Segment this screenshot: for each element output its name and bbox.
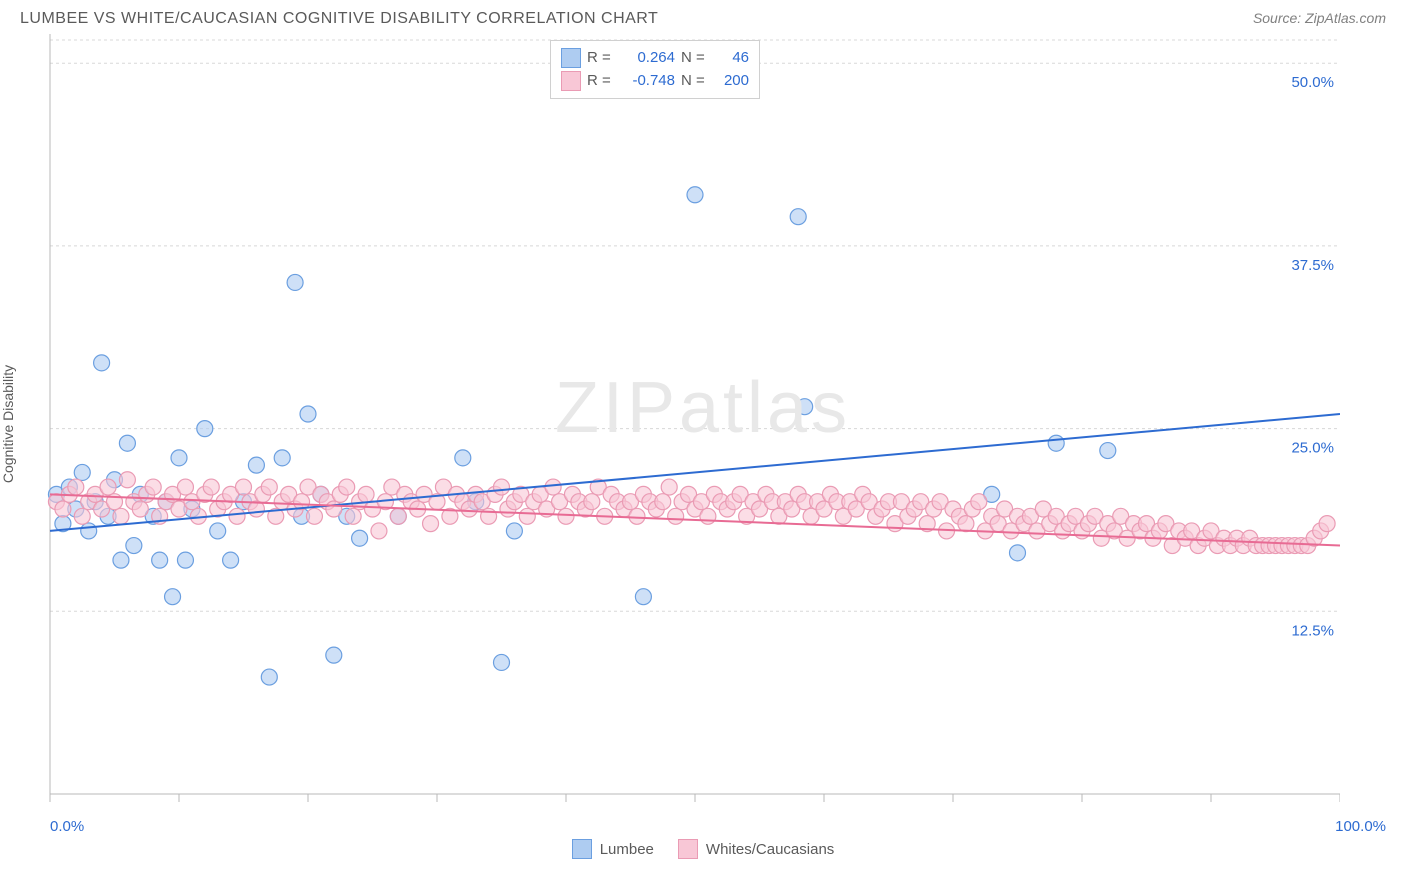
svg-text:50.0%: 50.0% — [1291, 74, 1334, 91]
legend-item-whites: Whites/Caucasians — [678, 839, 834, 859]
svg-text:25.0%: 25.0% — [1291, 440, 1334, 457]
stats-legend-box: R = 0.264 N = 46 R = -0.748 N = 200 — [550, 40, 760, 99]
r-value-whites: -0.748 — [619, 70, 675, 93]
stats-row-lumbee: R = 0.264 N = 46 — [561, 47, 749, 70]
r-label: R = — [587, 47, 613, 70]
chart-title: LUMBEE VS WHITE/CAUCASIAN COGNITIVE DISA… — [20, 10, 658, 28]
source-name: ZipAtlas.com — [1305, 10, 1386, 26]
bottom-legend: Lumbee Whites/Caucasians — [0, 839, 1406, 859]
swatch-whites — [678, 839, 698, 859]
legend-item-lumbee: Lumbee — [572, 839, 654, 859]
stats-row-whites: R = -0.748 N = 200 — [561, 70, 749, 93]
source-label: Source: ZipAtlas.com — [1253, 10, 1386, 28]
swatch-lumbee — [561, 48, 581, 68]
legend-label-lumbee: Lumbee — [600, 841, 654, 858]
svg-text:37.5%: 37.5% — [1291, 257, 1334, 274]
r-value-lumbee: 0.264 — [619, 47, 675, 70]
swatch-whites — [561, 71, 581, 91]
legend-label-whites: Whites/Caucasians — [706, 841, 834, 858]
n-label: N = — [681, 70, 707, 93]
x-label-right: 100.0% — [1335, 818, 1386, 835]
x-axis-labels: 0.0% 100.0% — [50, 818, 1386, 835]
swatch-lumbee — [572, 839, 592, 859]
n-value-lumbee: 46 — [713, 47, 749, 70]
x-label-left: 0.0% — [50, 818, 84, 835]
r-label: R = — [587, 70, 613, 93]
svg-text:12.5%: 12.5% — [1291, 622, 1334, 639]
y-axis-label: Cognitive Disability — [0, 365, 16, 483]
n-label: N = — [681, 47, 707, 70]
n-value-whites: 200 — [713, 70, 749, 93]
scatter-chart: 12.5% 25.0% 37.5% 50.0% — [20, 34, 1340, 814]
chart-container: Cognitive Disability ZIPatlas 12.5%25.0%… — [20, 34, 1386, 814]
source-prefix: Source: — [1253, 10, 1305, 26]
